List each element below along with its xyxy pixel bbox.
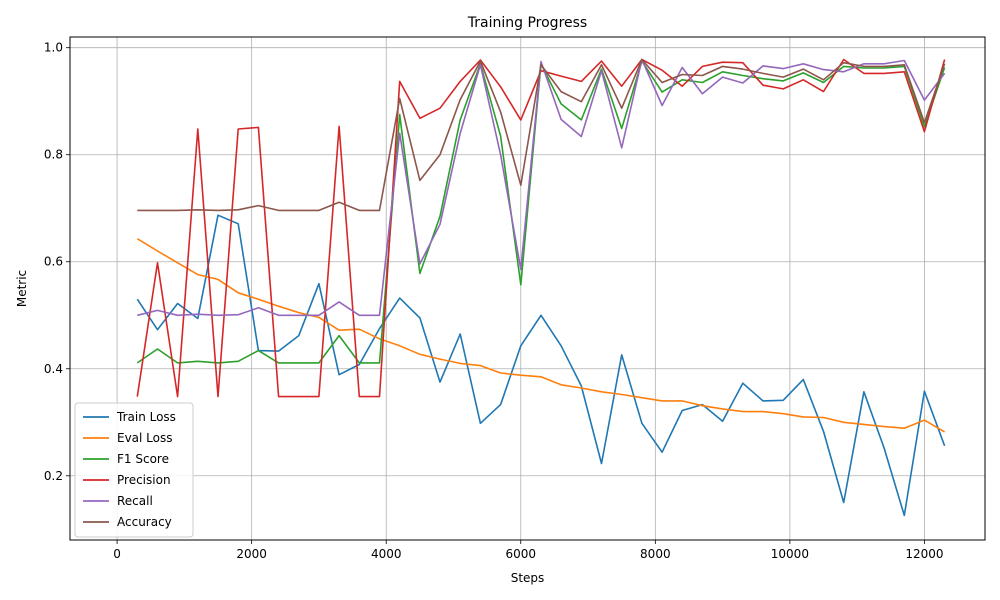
x-tick-label: 12000 bbox=[905, 547, 943, 561]
series-line-train-loss bbox=[136, 214, 946, 517]
series-line-precision bbox=[136, 58, 946, 398]
series-lines bbox=[136, 58, 946, 517]
x-axis-ticks: 0 2000 4000 6000 8000 10000 12000 bbox=[113, 540, 944, 561]
y-tick-label: 0.2 bbox=[44, 469, 63, 483]
series-line-recall bbox=[137, 58, 946, 317]
x-tick-label: 8000 bbox=[640, 547, 671, 561]
x-tick-label: 2000 bbox=[236, 547, 267, 561]
legend-entry-recall: Recall bbox=[117, 494, 153, 508]
legend-entry-precision: Precision bbox=[117, 473, 171, 487]
chart-title: Training Progress bbox=[467, 15, 587, 31]
x-axis-label: Steps bbox=[511, 571, 545, 585]
plot-frame bbox=[69, 36, 986, 541]
y-tick-label: 0.4 bbox=[44, 362, 63, 376]
y-tick-label: 0.6 bbox=[44, 255, 63, 269]
legend-box bbox=[74, 402, 194, 538]
x-tick-label: 4000 bbox=[371, 547, 402, 561]
legend-entry-eval-loss: Eval Loss bbox=[117, 431, 173, 445]
legend-entry-f1-score: F1 Score bbox=[117, 452, 169, 466]
legend: Train Loss Eval Loss F1 Score Precision Reca… bbox=[74, 402, 194, 538]
y-tick-label: 0.8 bbox=[44, 148, 63, 162]
y-axis-ticks: 0.2 0.4 0.6 0.8 1.0 bbox=[44, 41, 70, 483]
x-tick-label: 10000 bbox=[771, 547, 809, 561]
legend-entry-accuracy: Accuracy bbox=[117, 515, 172, 529]
series-line-accuracy bbox=[137, 58, 946, 212]
y-tick-label: 1.0 bbox=[44, 41, 63, 55]
x-tick-label: 6000 bbox=[505, 547, 536, 561]
x-tick-label: 0 bbox=[113, 547, 121, 561]
legend-entry-train-loss: Train Loss bbox=[116, 410, 176, 424]
y-axis-label: Metric bbox=[15, 270, 29, 307]
